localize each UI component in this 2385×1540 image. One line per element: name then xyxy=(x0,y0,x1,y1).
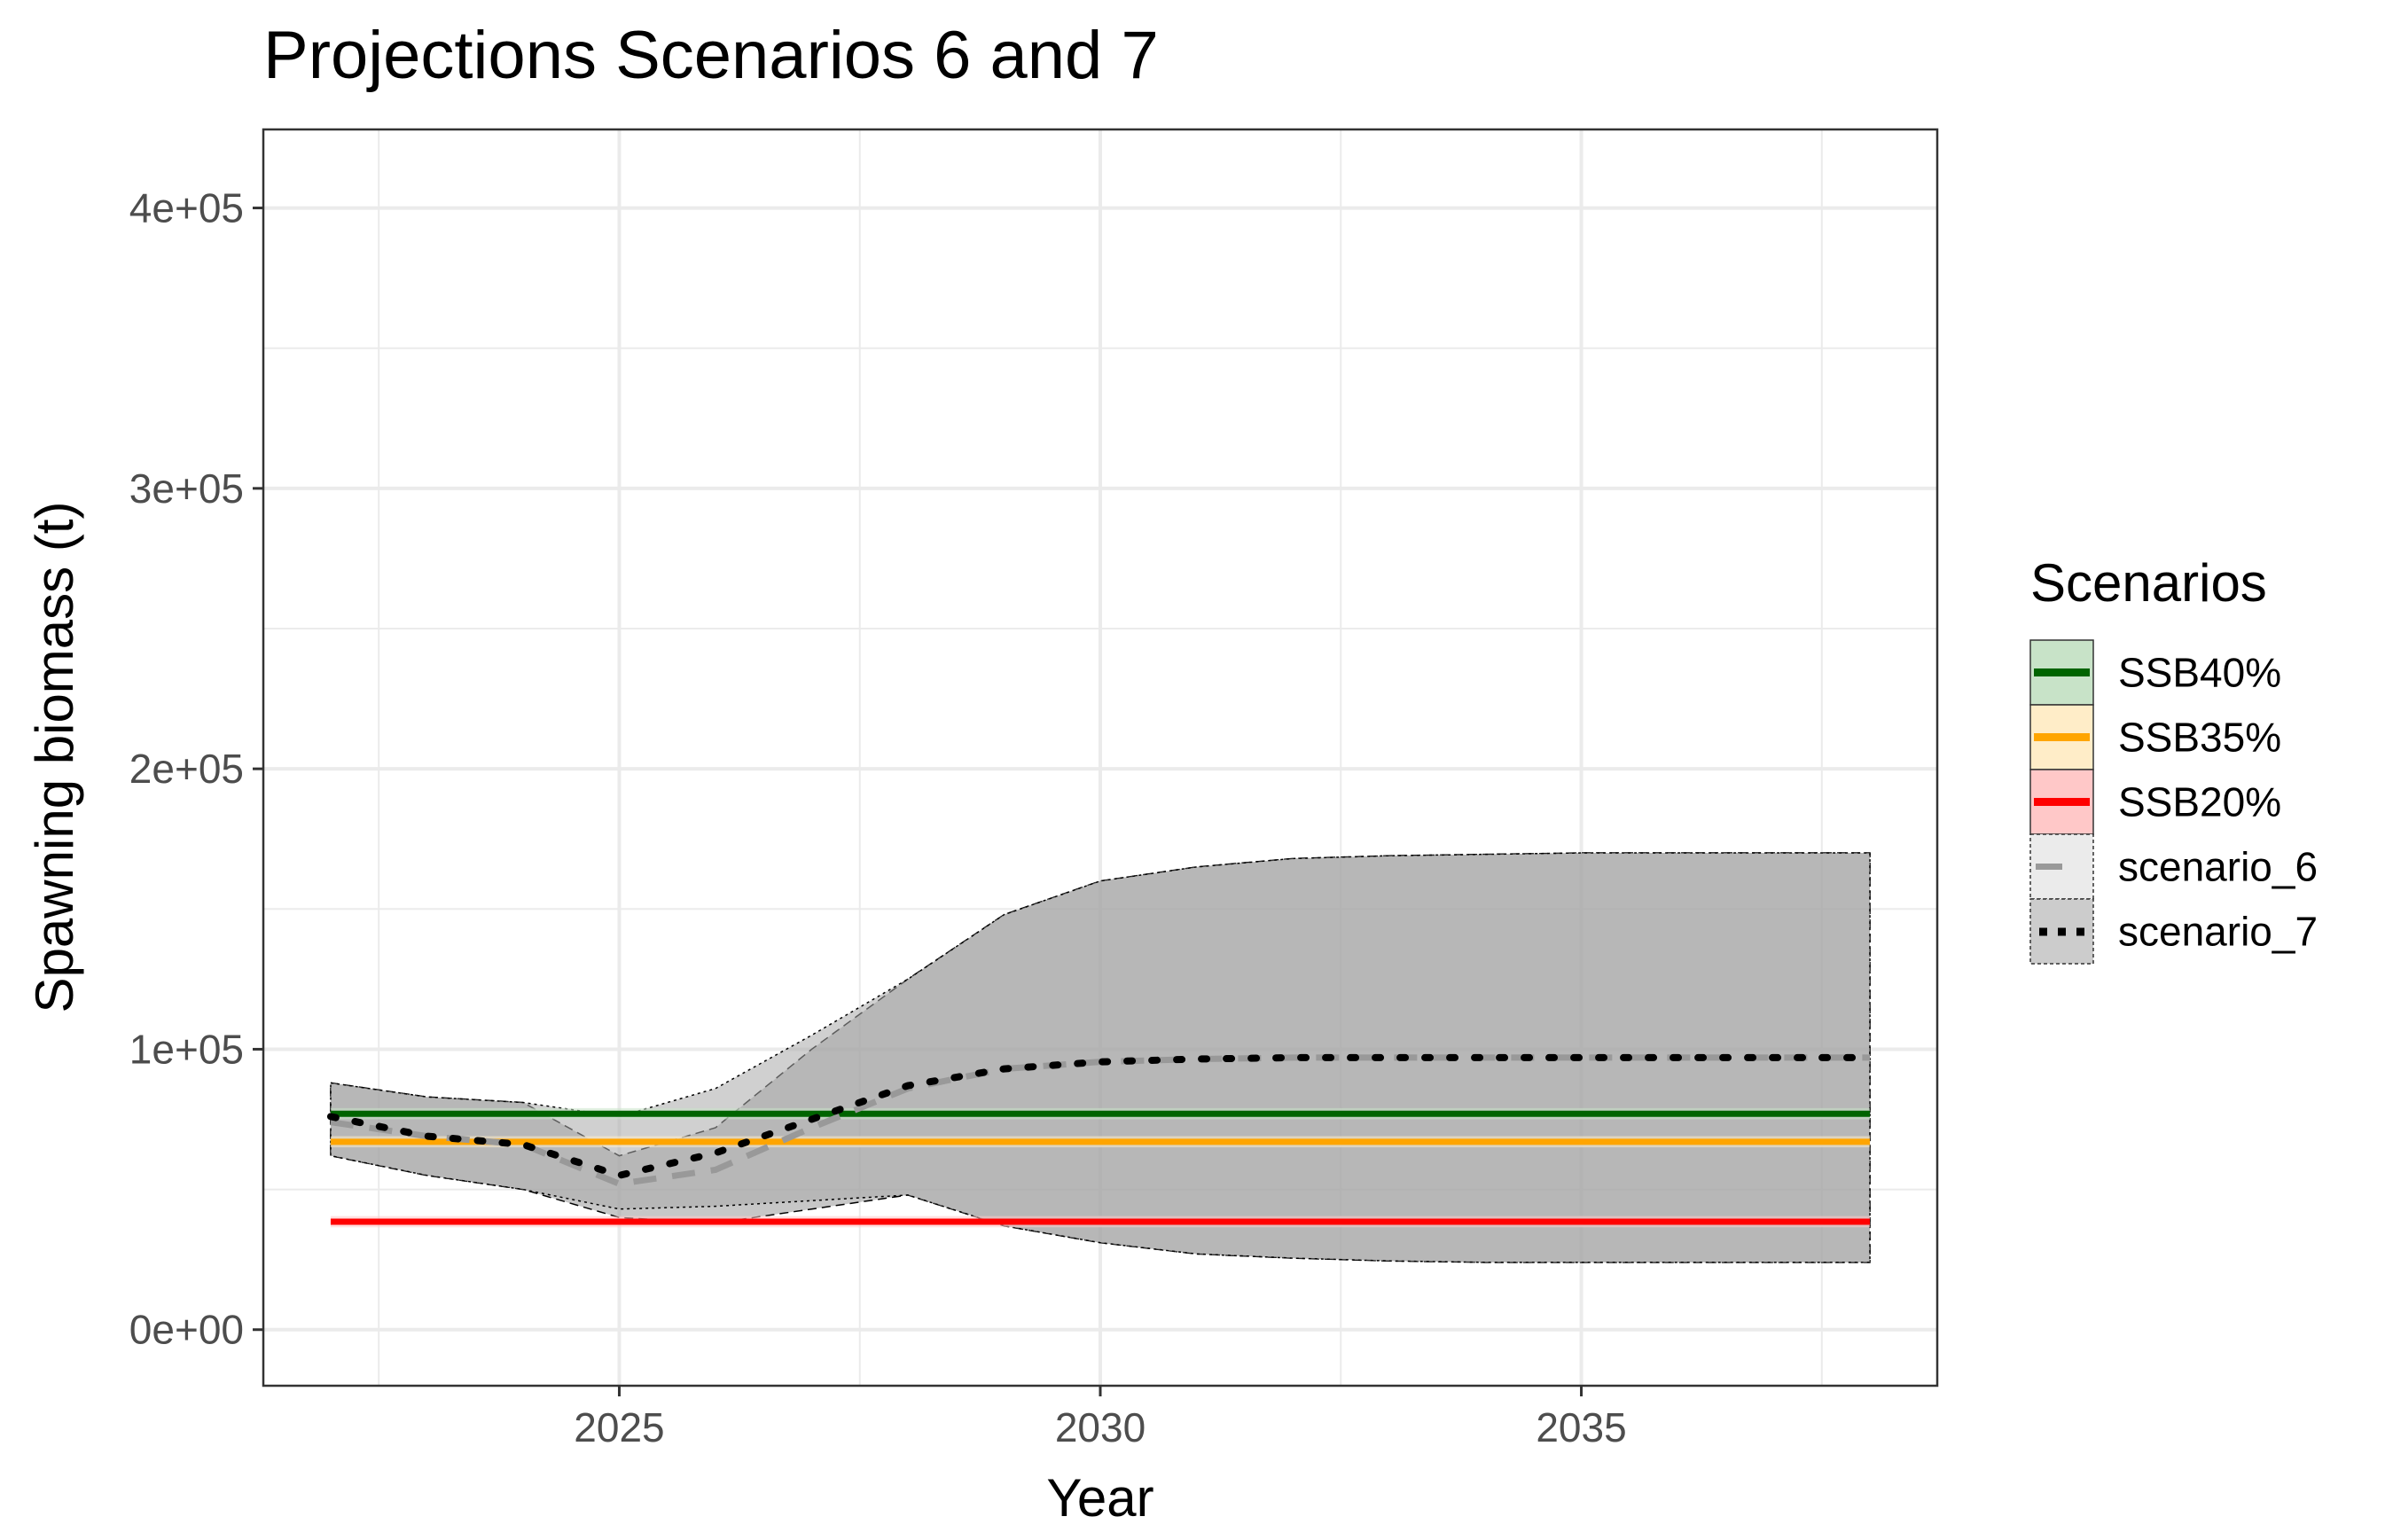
confidence-ribbons xyxy=(330,852,1871,1263)
legend-label-SSB40%: SSB40% xyxy=(2118,650,2281,696)
legend-label-scenario_6: scenario_6 xyxy=(2118,844,2318,890)
legend-label-SSB20%: SSB20% xyxy=(2118,779,2281,825)
y-tick-label: 2e+05 xyxy=(129,746,244,792)
x-tick-label: 2035 xyxy=(1536,1404,1626,1450)
legend: Scenarios SSB40% SSB35% SSB20% scenario_6sc… xyxy=(2029,553,2318,965)
legend-label-SSB35%: SSB35% xyxy=(2118,715,2281,761)
y-tick-label: 0e+00 xyxy=(129,1307,244,1353)
y-tick-label: 1e+05 xyxy=(129,1026,244,1072)
series-lines xyxy=(326,1053,1874,1187)
x-tick-label: 2030 xyxy=(1055,1404,1146,1450)
x-axis-title: Year xyxy=(1046,1468,1153,1528)
axes: 2025 2030 2035 0e+00 1e+05 2e+05 3e+05 4e+05 xyxy=(129,185,1627,1450)
y-tick-label: 3e+05 xyxy=(129,465,244,512)
series-line-scenario_7 xyxy=(326,1053,1874,1179)
y-axis-title: Spawning biomass (t) xyxy=(25,502,84,1013)
legend-key-dot-scenario_7 xyxy=(2076,927,2084,936)
legend-key-dot-scenario_7 xyxy=(2039,927,2047,936)
x-tick-label: 2025 xyxy=(574,1404,664,1450)
ribbon-scenario_7 xyxy=(330,852,1871,1263)
chart-title: Projections Scenarios 6 and 7 xyxy=(263,18,1159,93)
legend-title: Scenarios xyxy=(2030,553,2267,613)
reference-lines xyxy=(330,1107,1871,1228)
y-tick-label: 4e+05 xyxy=(129,185,244,231)
legend-key-dot-scenario_7 xyxy=(2058,927,2066,936)
legend-label-scenario_7: scenario_7 xyxy=(2118,909,2318,955)
